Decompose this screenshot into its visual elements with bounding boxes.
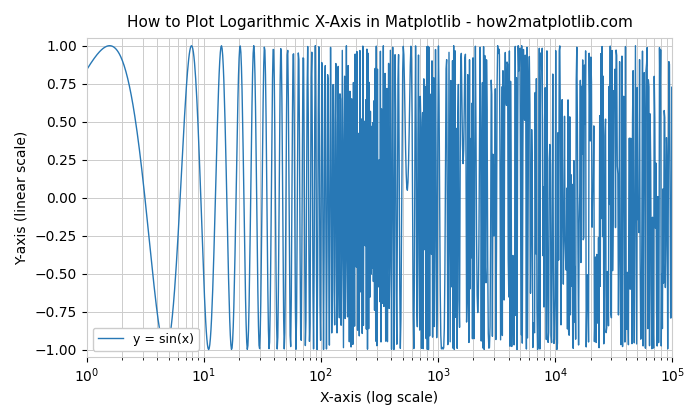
Legend: y = sin(x): y = sin(x) <box>93 328 199 351</box>
Title: How to Plot Logarithmic X-Axis in Matplotlib - how2matplotlib.com: How to Plot Logarithmic X-Axis in Matplo… <box>127 15 633 30</box>
y = sin(x) <box>631 43 640 48</box>
y = sin(x) <box>668 190 677 195</box>
y = sin(x) <box>341 316 349 321</box>
y = sin(x) <box>550 337 559 342</box>
y = sin(x) <box>485 345 494 350</box>
y = sin(x) <box>320 253 328 258</box>
X-axis label: X-axis (log scale): X-axis (log scale) <box>321 391 439 405</box>
Line: y = sin(x): y = sin(x) <box>87 46 673 349</box>
y = sin(x) <box>142 210 150 215</box>
y = sin(x) <box>83 67 91 72</box>
y = sin(x) <box>313 347 321 352</box>
Y-axis label: Y-axis (linear scale): Y-axis (linear scale) <box>15 131 29 265</box>
y = sin(x) <box>540 304 548 310</box>
